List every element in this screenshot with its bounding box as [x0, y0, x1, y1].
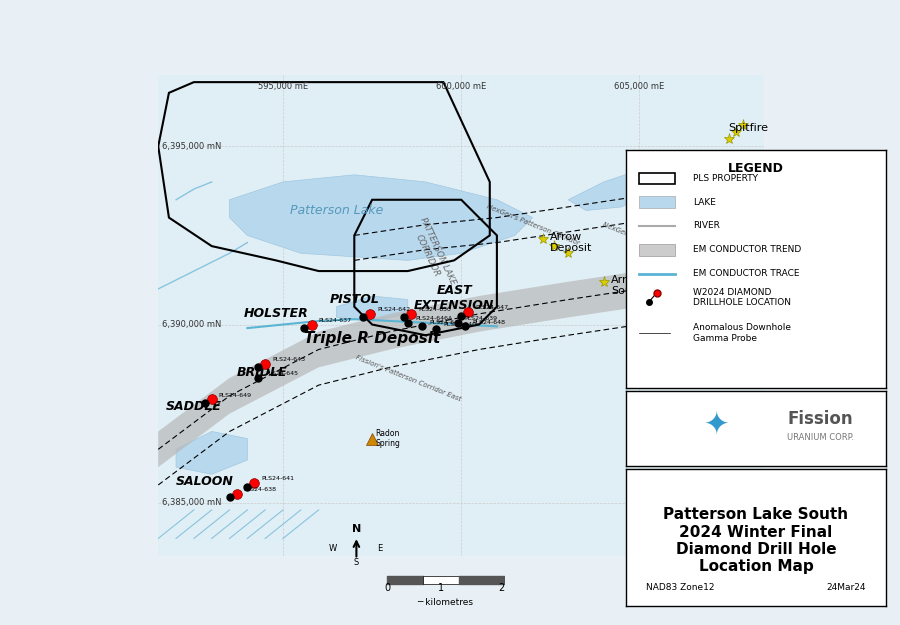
- Text: URANIUM CORP.: URANIUM CORP.: [788, 432, 854, 442]
- Polygon shape: [568, 164, 675, 211]
- Text: 24Mar24: 24Mar24: [826, 584, 866, 592]
- Text: PISTOL: PISTOL: [329, 293, 379, 306]
- Text: PLS24-646A: PLS24-646A: [415, 316, 452, 321]
- Text: RIVER: RIVER: [693, 221, 720, 231]
- Text: EM CONDUCTOR TREND: EM CONDUCTOR TREND: [693, 245, 802, 254]
- Text: NAD83 Zone12: NAD83 Zone12: [646, 584, 715, 592]
- Polygon shape: [158, 75, 764, 556]
- Text: NexGen's Patterson Corridor East: NexGen's Patterson Corridor East: [602, 221, 713, 271]
- Text: SALOON: SALOON: [176, 475, 233, 488]
- Text: 6,385,000 mN: 6,385,000 mN: [162, 498, 221, 508]
- Text: LEGEND: LEGEND: [728, 162, 784, 175]
- Text: 605,000 mE: 605,000 mE: [615, 82, 664, 91]
- Text: SADDLE: SADDLE: [166, 400, 221, 413]
- Text: 595,000 mE: 595,000 mE: [258, 82, 308, 91]
- Text: PLS PROPERTY: PLS PROPERTY: [693, 174, 759, 183]
- Text: Spitfire: Spitfire: [729, 124, 769, 134]
- Text: Triple R Deposit: Triple R Deposit: [304, 331, 440, 346]
- Text: NexGen's Patterson Corridor: NexGen's Patterson Corridor: [485, 203, 580, 246]
- Text: BRIDLE: BRIDLE: [237, 366, 287, 379]
- Text: PLS24-639: PLS24-639: [464, 316, 498, 321]
- Text: PLS24-643: PLS24-643: [273, 357, 305, 362]
- Text: 2: 2: [498, 583, 504, 593]
- Text: Radon
Spring: Radon Spring: [375, 429, 401, 448]
- Text: W2024 DIAMOND
DRILLHOLE LOCATION: W2024 DIAMOND DRILLHOLE LOCATION: [693, 288, 791, 307]
- Text: PCE
Discovery: PCE Discovery: [718, 214, 773, 236]
- Text: Patterson Lake South
2024 Winter Final
Diamond Drill Hole
Location Map: Patterson Lake South 2024 Winter Final D…: [663, 508, 849, 574]
- Bar: [638, 173, 675, 184]
- Text: S: S: [354, 558, 359, 567]
- Text: W: W: [328, 544, 338, 553]
- Text: ✦: ✦: [704, 410, 730, 439]
- Text: 1: 1: [438, 583, 444, 593]
- Text: LAKE: LAKE: [693, 198, 716, 207]
- Text: E: E: [377, 544, 382, 553]
- Text: PLS24-647: PLS24-647: [475, 305, 508, 310]
- Text: Anomalous Downhole
Gamma Probe: Anomalous Downhole Gamma Probe: [693, 323, 791, 342]
- Bar: [638, 244, 675, 256]
- Text: PLS24-650: PLS24-650: [418, 307, 451, 312]
- Text: Patterson Lake: Patterson Lake: [290, 204, 383, 217]
- Text: N: N: [352, 524, 361, 534]
- Polygon shape: [176, 431, 248, 474]
- Text: 6,395,000 mN: 6,395,000 mN: [162, 142, 221, 151]
- Polygon shape: [657, 225, 746, 271]
- Text: ─ kilometres: ─ kilometres: [417, 598, 473, 607]
- Bar: [638, 196, 675, 208]
- Text: 0: 0: [384, 583, 390, 593]
- Text: EM CONDUCTOR TRACE: EM CONDUCTOR TRACE: [693, 269, 800, 278]
- Text: PATTERSON LAKE
CORRIDOR: PATTERSON LAKE CORRIDOR: [409, 216, 457, 291]
- Text: PLS24-644: PLS24-644: [429, 319, 463, 324]
- Polygon shape: [230, 175, 533, 261]
- Text: PLS24-649: PLS24-649: [219, 392, 252, 398]
- Text: PLS24-641: PLS24-641: [262, 476, 294, 481]
- Text: Arrow
Deposit: Arrow Deposit: [551, 232, 593, 253]
- Text: PLS24-638: PLS24-638: [244, 487, 277, 492]
- Text: HOLSTER: HOLSTER: [244, 308, 309, 321]
- Text: PLS24-637: PLS24-637: [319, 318, 352, 322]
- Text: Fission: Fission: [788, 410, 853, 428]
- Text: PLS24-648: PLS24-648: [472, 319, 505, 324]
- Text: Arrow
South: Arrow South: [611, 274, 644, 296]
- Text: EAST
EXTENSION: EAST EXTENSION: [414, 284, 494, 312]
- Polygon shape: [337, 296, 408, 321]
- Text: PLS24-642: PLS24-642: [377, 307, 410, 312]
- Polygon shape: [158, 242, 764, 467]
- Text: PLS24-645: PLS24-645: [266, 371, 298, 376]
- Text: Fission's Patterson Corridor East: Fission's Patterson Corridor East: [355, 354, 462, 402]
- Text: 600,000 mE: 600,000 mE: [436, 82, 486, 91]
- Text: 6,390,000 mN: 6,390,000 mN: [162, 320, 221, 329]
- Text: PLS24-640: PLS24-640: [444, 322, 476, 327]
